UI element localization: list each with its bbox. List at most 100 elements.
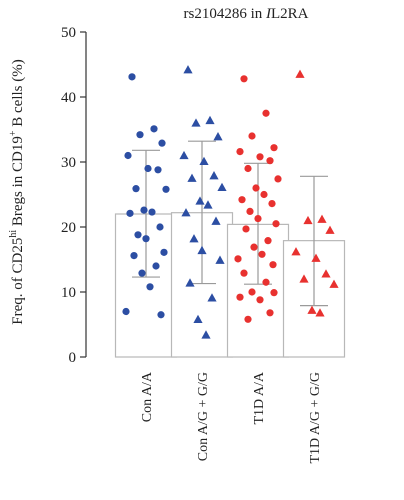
data-point — [142, 235, 150, 243]
data-point — [199, 156, 209, 166]
data-point — [215, 255, 225, 264]
data-point — [325, 225, 335, 234]
y-tick-label: 20 — [61, 220, 76, 236]
data-point — [307, 305, 317, 314]
data-point — [193, 314, 203, 323]
category-labels: Con A/A Con A/G + G/G T1D A/A T1D A/G + G/G — [140, 371, 323, 463]
y-tick-label: 50 — [61, 25, 76, 41]
x-category-label: Con A/A — [140, 371, 155, 422]
data-point — [138, 269, 146, 277]
data-point — [156, 223, 164, 231]
data-point — [162, 185, 170, 193]
data-point — [260, 190, 268, 199]
data-point — [272, 220, 280, 228]
y-axis-label-superscript-plus: + — [8, 130, 19, 136]
data-point — [329, 279, 339, 288]
data-point — [303, 215, 313, 225]
data-point — [248, 132, 256, 140]
data-point — [270, 144, 278, 152]
y-tick-label: 0 — [69, 350, 77, 366]
data-point — [244, 315, 252, 323]
y-tick-label: 10 — [61, 285, 76, 301]
y-tick-label: 40 — [61, 90, 76, 106]
data-point — [189, 234, 199, 243]
data-point — [266, 157, 274, 165]
data-point — [140, 206, 148, 214]
data-point — [134, 231, 142, 239]
data-point — [154, 166, 162, 174]
data-point — [187, 173, 197, 182]
axes: 0 10 20 30 40 50 — [61, 25, 87, 366]
data-point — [195, 196, 205, 205]
data-point — [317, 214, 327, 223]
data-point — [256, 153, 264, 161]
data-point — [150, 125, 158, 133]
data-point — [248, 288, 256, 296]
x-category-label: T1D A/G + G/G — [308, 372, 323, 464]
data-point — [144, 164, 152, 173]
data-point — [264, 237, 272, 245]
data-point — [262, 278, 270, 286]
data-point — [128, 73, 136, 81]
data-point — [269, 261, 277, 269]
data-point — [250, 243, 258, 251]
chart-title-prefix: rs2104286 in — [184, 6, 267, 22]
data-point — [246, 207, 254, 215]
data-point — [254, 214, 262, 223]
data-point — [132, 185, 140, 193]
y-axis-label-superscript-hi: hi — [8, 230, 19, 238]
data-point — [256, 296, 264, 304]
data-point — [236, 148, 244, 156]
data-point — [185, 278, 195, 287]
data-point — [274, 175, 282, 183]
data-point — [236, 293, 244, 301]
data-point — [213, 132, 223, 141]
y-axis-label-part-5: B cells (%) — [10, 59, 26, 130]
x-category-label: Con A/G + G/G — [196, 372, 211, 461]
data-point — [197, 245, 207, 255]
data-point — [217, 182, 227, 192]
data-point — [209, 171, 219, 180]
data-point — [315, 308, 325, 317]
data-point — [124, 151, 132, 160]
chart-title-gene-italic: I — [265, 6, 272, 22]
data-point — [234, 255, 242, 263]
data-point — [321, 269, 331, 278]
data-points — [122, 65, 339, 339]
x-category-label: T1D A/A — [252, 371, 267, 424]
data-point — [126, 209, 134, 217]
data-point — [270, 289, 278, 297]
y-axis-label-part-1: Freq. of CD25 — [10, 238, 26, 325]
data-point — [262, 109, 270, 117]
data-point — [244, 164, 252, 173]
data-point — [183, 65, 193, 74]
data-point — [158, 139, 166, 147]
data-point — [203, 200, 213, 209]
data-point — [146, 283, 154, 291]
data-point — [291, 247, 301, 256]
data-point — [179, 150, 189, 160]
chart-title-gene-rest: L2RA — [271, 6, 309, 22]
data-point — [130, 252, 138, 260]
y-axis-label-part-3: Bregs in CD19 — [10, 136, 26, 230]
y-axis-label: Freq. of CD25hi Bregs in CD19+ B cells (… — [8, 59, 26, 324]
data-point — [136, 131, 144, 139]
data-point — [211, 216, 221, 225]
data-point — [238, 196, 246, 204]
data-point — [148, 208, 156, 216]
data-point — [157, 311, 165, 319]
data-point — [258, 250, 266, 258]
data-point — [181, 208, 191, 217]
y-tick-label: 30 — [61, 155, 76, 171]
data-point — [191, 118, 201, 127]
data-point — [240, 75, 248, 83]
data-point — [207, 293, 217, 302]
data-point — [295, 69, 305, 78]
data-point — [252, 184, 260, 192]
data-point — [201, 330, 211, 339]
data-point — [311, 253, 321, 262]
data-point — [240, 269, 248, 277]
data-point — [242, 225, 250, 233]
data-point — [122, 307, 130, 316]
